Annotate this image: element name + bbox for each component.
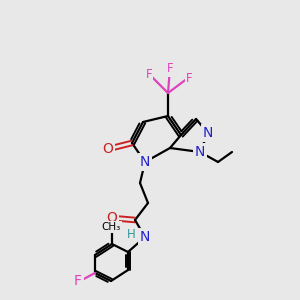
Text: CH₃: CH₃ xyxy=(101,222,121,232)
Text: N: N xyxy=(195,145,205,159)
Text: O: O xyxy=(106,211,117,225)
Text: O: O xyxy=(103,142,113,156)
Text: F: F xyxy=(146,68,152,82)
Text: F: F xyxy=(186,71,192,85)
Text: F: F xyxy=(74,274,82,288)
Text: N: N xyxy=(140,155,150,169)
Text: N: N xyxy=(203,126,213,140)
Text: N: N xyxy=(140,230,150,244)
Text: H: H xyxy=(127,227,135,241)
Text: F: F xyxy=(167,62,173,76)
